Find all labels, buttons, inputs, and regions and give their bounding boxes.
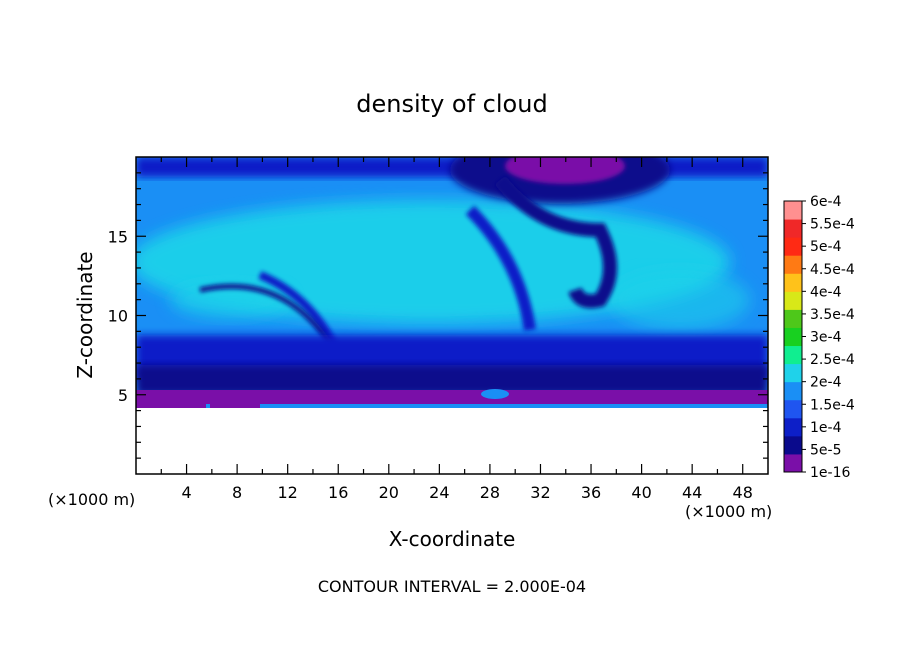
colorbar-label: 2e-4 — [810, 375, 842, 391]
colorbar-swatch — [784, 417, 802, 437]
colorbar-label: 6e-4 — [810, 194, 842, 210]
colorbar-swatch — [784, 399, 802, 419]
colorbar-swatch — [784, 309, 802, 328]
x-axis-title: X-coordinate — [389, 527, 516, 551]
x-tick-label: 8 — [232, 483, 242, 502]
x-tick-label: 12 — [278, 483, 298, 502]
x-tick-label: 20 — [379, 483, 399, 502]
colorbar-label: 2.5e-4 — [810, 352, 855, 368]
colorbar-label: 1.5e-4 — [810, 397, 855, 413]
colorbar-label: 5e-4 — [810, 239, 842, 255]
y-tick-label: 10 — [108, 307, 128, 326]
colorbar-swatch — [784, 327, 802, 347]
colorbar-label: 3.5e-4 — [810, 307, 855, 323]
x-axis: 4 8 12 16 20 24 28 32 36 40 44 48 — [160, 157, 753, 502]
colorbar-label: 4.5e-4 — [810, 262, 855, 278]
colorbar: 1e-16 5e-5 1e-4 1.5e-4 2e-4 2.5e-4 3e-4 3.5e-4 4… — [783, 194, 855, 481]
y-tick-label: 5 — [118, 386, 128, 405]
y-axis-title: Z-coordinate — [73, 251, 97, 378]
x-tick-label: 32 — [530, 483, 550, 502]
heatmap-field — [136, 157, 768, 474]
colorbar-swatch — [784, 255, 802, 274]
colorbar-label: 5.5e-4 — [810, 217, 855, 233]
colorbar-swatch — [784, 381, 802, 401]
chart-title: density of cloud — [356, 90, 547, 118]
contour-interval: CONTOUR INTERVAL = 2.000E-04 — [318, 577, 586, 596]
x-tick-label: 40 — [631, 483, 651, 502]
colorbar-swatch — [784, 453, 802, 473]
colorbar-swatch — [784, 291, 802, 310]
x-tick-label: 16 — [328, 483, 348, 502]
y-tick-label: 15 — [108, 227, 128, 246]
colorbar-swatch — [784, 345, 802, 365]
colorbar-swatch — [784, 435, 802, 455]
colorbar-label: 1e-16 — [810, 465, 850, 481]
colorbar-label: 3e-4 — [810, 330, 842, 346]
y-axis: 5 10 15 — [108, 172, 768, 459]
x-unit-label: (×1000 m) — [685, 502, 772, 521]
x-tick-label: 24 — [429, 483, 449, 502]
colorbar-swatch — [784, 201, 802, 220]
colorbar-label: 5e-5 — [810, 442, 841, 458]
colorbar-swatch — [784, 273, 802, 292]
colorbar-swatch — [784, 363, 802, 383]
colorbar-swatch — [784, 219, 802, 238]
x-tick-label: 48 — [733, 483, 753, 502]
x-tick-label: 44 — [682, 483, 702, 502]
colorbar-label: 4e-4 — [810, 284, 842, 300]
y-unit-label: (×1000 m) — [48, 490, 135, 509]
x-tick-label: 28 — [480, 483, 500, 502]
x-tick-label: 4 — [181, 483, 191, 502]
colorbar-swatch — [784, 237, 802, 256]
x-tick-label: 36 — [581, 483, 601, 502]
colorbar-label: 1e-4 — [810, 420, 842, 436]
